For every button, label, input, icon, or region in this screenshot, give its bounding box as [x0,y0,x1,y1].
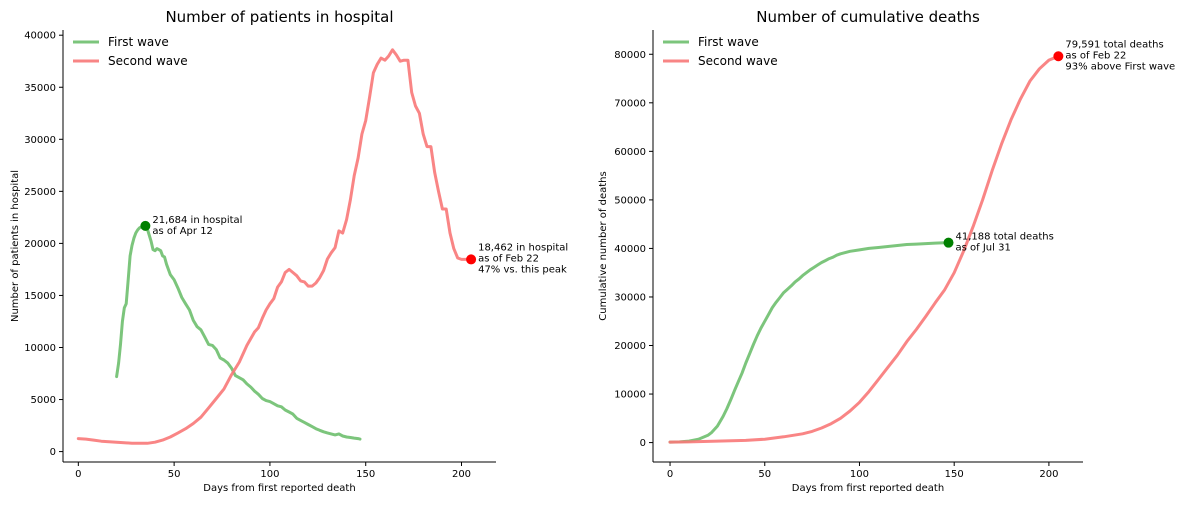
y-axis-label: Cumulative number of deaths [598,171,609,320]
marker-annotation: 21,684 in hospital [152,215,242,226]
y-tick-label: 70000 [614,98,646,109]
y-tick-label: 5000 [31,395,56,406]
y-tick-label: 50000 [614,195,646,206]
y-tick-label: 30000 [24,135,56,146]
y-tick-label: 0 [640,438,646,449]
x-axis-label: Days from first reported death [792,483,944,494]
y-tick-label: 35000 [24,83,56,94]
y-tick-label: 10000 [614,390,646,401]
x-tick-label: 50 [168,469,181,480]
y-tick-label: 40000 [24,31,56,42]
chart-title: Number of cumulative deaths [756,8,980,26]
peak-marker [140,220,151,231]
series-line-first-wave [115,224,362,441]
x-tick-label: 150 [945,469,964,480]
legend-label: First wave [698,35,759,49]
x-tick-label: 200 [1039,469,1058,480]
x-tick-label: 100 [850,469,869,480]
x-tick-label: 50 [758,469,771,480]
y-tick-label: 10000 [24,343,56,354]
y-tick-label: 0 [50,447,56,458]
x-tick-label: 200 [452,469,471,480]
x-tick-label: 100 [260,469,279,480]
marker-annotation: as of Apr 12 [152,226,213,237]
x-tick-label: 0 [75,469,81,480]
x-tick-label: 0 [667,469,673,480]
marker-annotation: 41,188 total deaths [956,232,1054,243]
y-tick-label: 40000 [614,244,646,255]
marker-annotation: 79,591 total deaths [1065,39,1163,50]
y-tick-label: 15000 [24,291,56,302]
legend-label: Second wave [108,54,188,68]
series-line-second-wave [76,48,471,445]
y-tick-label: 25000 [24,187,56,198]
marker-annotation: 47% vs. this peak [478,264,567,275]
y-tick-label: 20000 [24,239,56,250]
marker-annotation: as of Feb 22 [478,253,539,264]
x-tick-label: 150 [356,469,375,480]
y-tick-label: 80000 [614,50,646,61]
marker-annotation: 93% above First wave [1065,61,1175,72]
legend-label: Second wave [698,54,778,68]
y-axis-label: Number of patients in hospital [10,170,21,322]
chart-title: Number of patients in hospital [165,8,393,26]
y-tick-label: 30000 [614,292,646,303]
x-axis-label: Days from first reported death [203,483,355,494]
y-tick-label: 60000 [614,147,646,158]
legend-label: First wave [108,35,169,49]
hospital-chart: Number of patients in hospital 0 50 100 150 2… [10,8,568,494]
marker-annotation: as of Feb 22 [1065,50,1126,61]
y-tick-label: 20000 [614,341,646,352]
peak-marker [943,237,954,248]
marker-annotation: as of Jul 31 [956,243,1011,254]
series-line-first-wave [668,241,950,444]
marker-annotation: 18,462 in hospital [478,242,568,253]
peak-marker [466,254,477,265]
series-line-second-wave [668,54,1060,444]
peak-marker [1053,51,1064,62]
